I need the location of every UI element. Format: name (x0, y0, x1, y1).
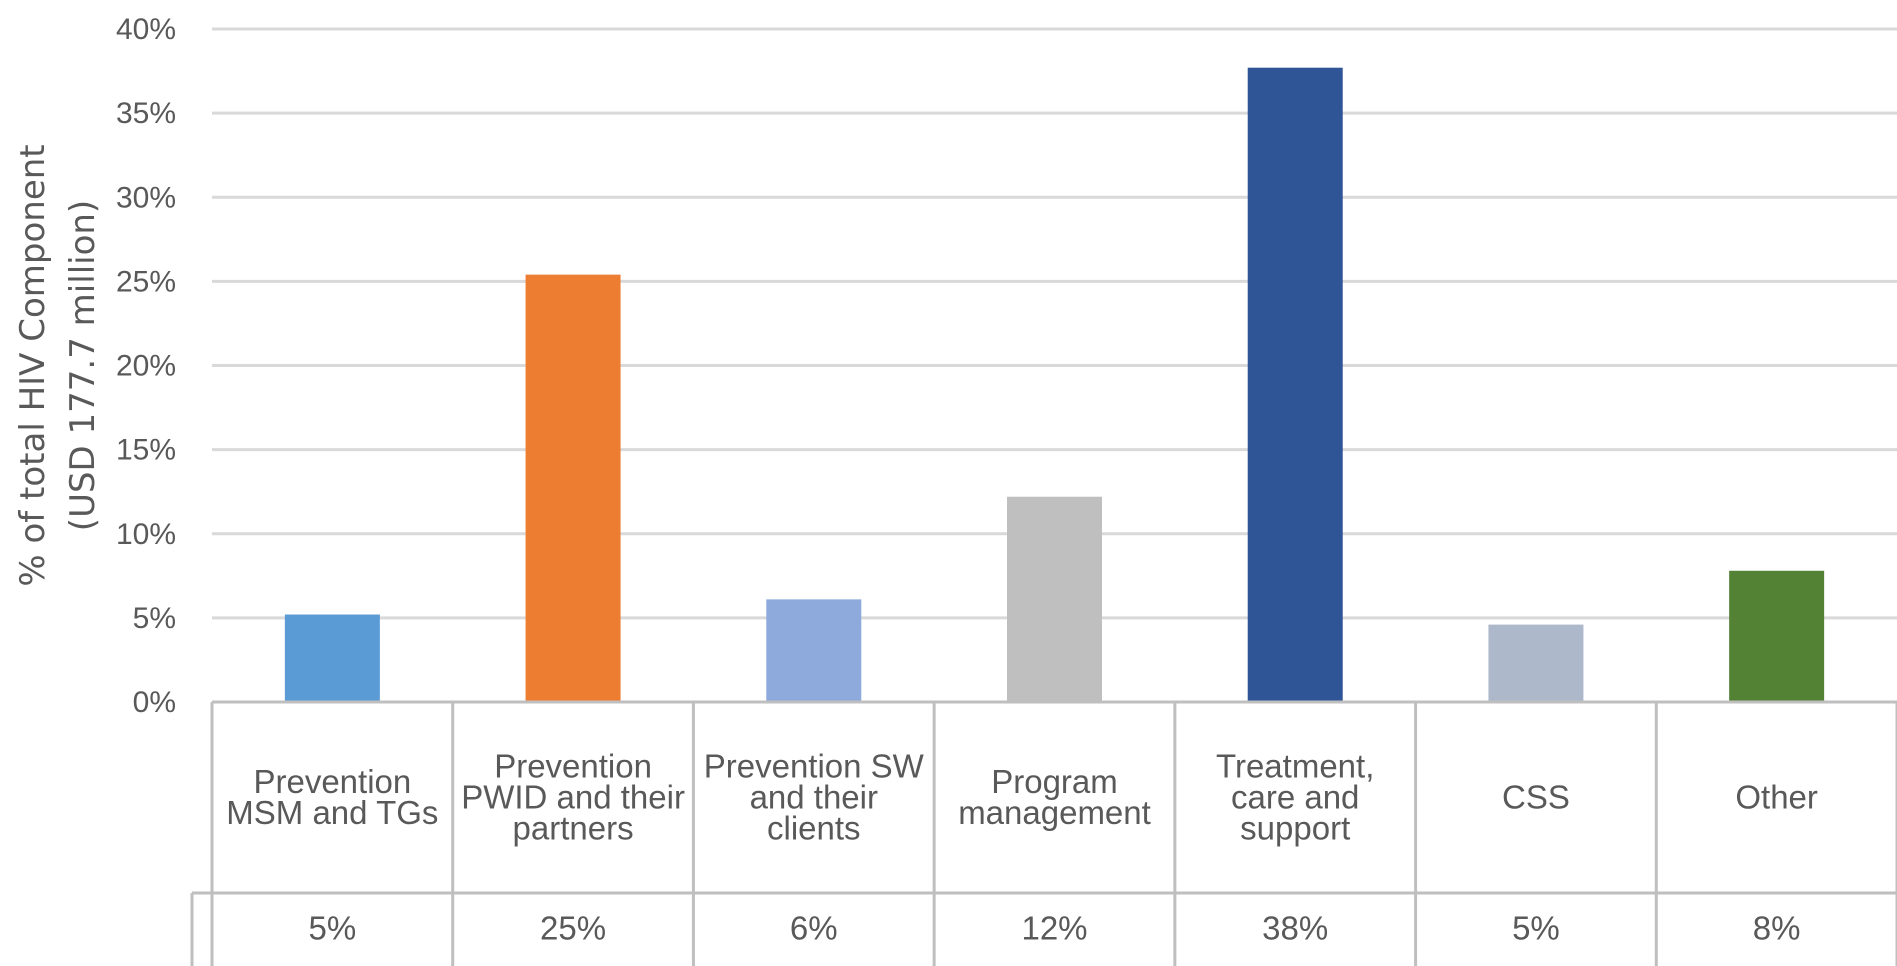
y-tick-label: 10% (116, 518, 176, 551)
y-tick-label: 40% (116, 13, 176, 46)
x-category-label-line: care and (1231, 779, 1359, 816)
x-category-label-line: Program (991, 763, 1118, 800)
y-axis-ticks: 0% 5% 10% 15% 20% 25% 30% 35% 40% (116, 13, 176, 719)
bar (766, 599, 862, 702)
data-table-value: 12% (1021, 910, 1087, 947)
x-category-label: Prevention MSM and TGs (226, 763, 438, 831)
x-category-label: CSS (1502, 779, 1570, 816)
y-axis-label-line: % of total HIV Component (13, 144, 53, 586)
x-category-label: Treatment, care and support (1216, 748, 1374, 847)
y-tick-label: 25% (116, 265, 176, 298)
y-tick-label: 5% (133, 602, 176, 635)
gridlines (212, 27, 1897, 704)
data-table-value: 38% (1262, 910, 1328, 947)
y-axis-label-line: (USD 177.7 million) (63, 200, 103, 531)
x-category-label: Program management (958, 763, 1151, 831)
x-category-label-line: Prevention (494, 748, 652, 785)
x-category-label-line: CSS (1502, 779, 1570, 816)
y-axis-label: % of total HIV Component (USD 177.7 milli… (13, 144, 103, 586)
x-category-label: Prevention SW and their clients (704, 748, 925, 847)
bar (284, 614, 380, 702)
x-category-label-line: PWID and their (461, 779, 685, 816)
data-table-value: 5% (1512, 910, 1560, 947)
bar (1729, 570, 1825, 702)
x-category-label-line: partners (513, 810, 634, 847)
x-category-label-line: support (1240, 810, 1350, 847)
data-table-value: 5% (309, 910, 357, 947)
y-tick-label: 0% (133, 686, 176, 719)
bars (284, 67, 1825, 702)
data-table-value: 6% (790, 910, 838, 947)
x-category-label-line: Prevention SW (704, 748, 925, 785)
x-category-label-line: management (958, 794, 1151, 831)
x-category-label: Other (1735, 779, 1818, 816)
bar (1488, 624, 1584, 702)
y-tick-label: 15% (116, 434, 176, 467)
x-category-label: Prevention PWID and their partners (461, 748, 685, 847)
x-category-label-line: Prevention (253, 763, 411, 800)
data-table-value: 25% (540, 910, 606, 947)
bar (525, 274, 621, 702)
x-category-label-line: Treatment, (1216, 748, 1374, 785)
data-table-value: 8% (1753, 910, 1801, 947)
y-tick-label: 20% (116, 350, 176, 383)
bar (1007, 496, 1102, 702)
bar (1247, 67, 1343, 702)
x-category-label-line: Other (1735, 779, 1818, 816)
y-tick-label: 35% (116, 97, 176, 130)
x-category-label-line: clients (767, 810, 861, 847)
x-category-label-line: and their (750, 779, 878, 816)
x-category-label-line: MSM and TGs (226, 794, 438, 831)
y-tick-label: 30% (116, 181, 176, 214)
